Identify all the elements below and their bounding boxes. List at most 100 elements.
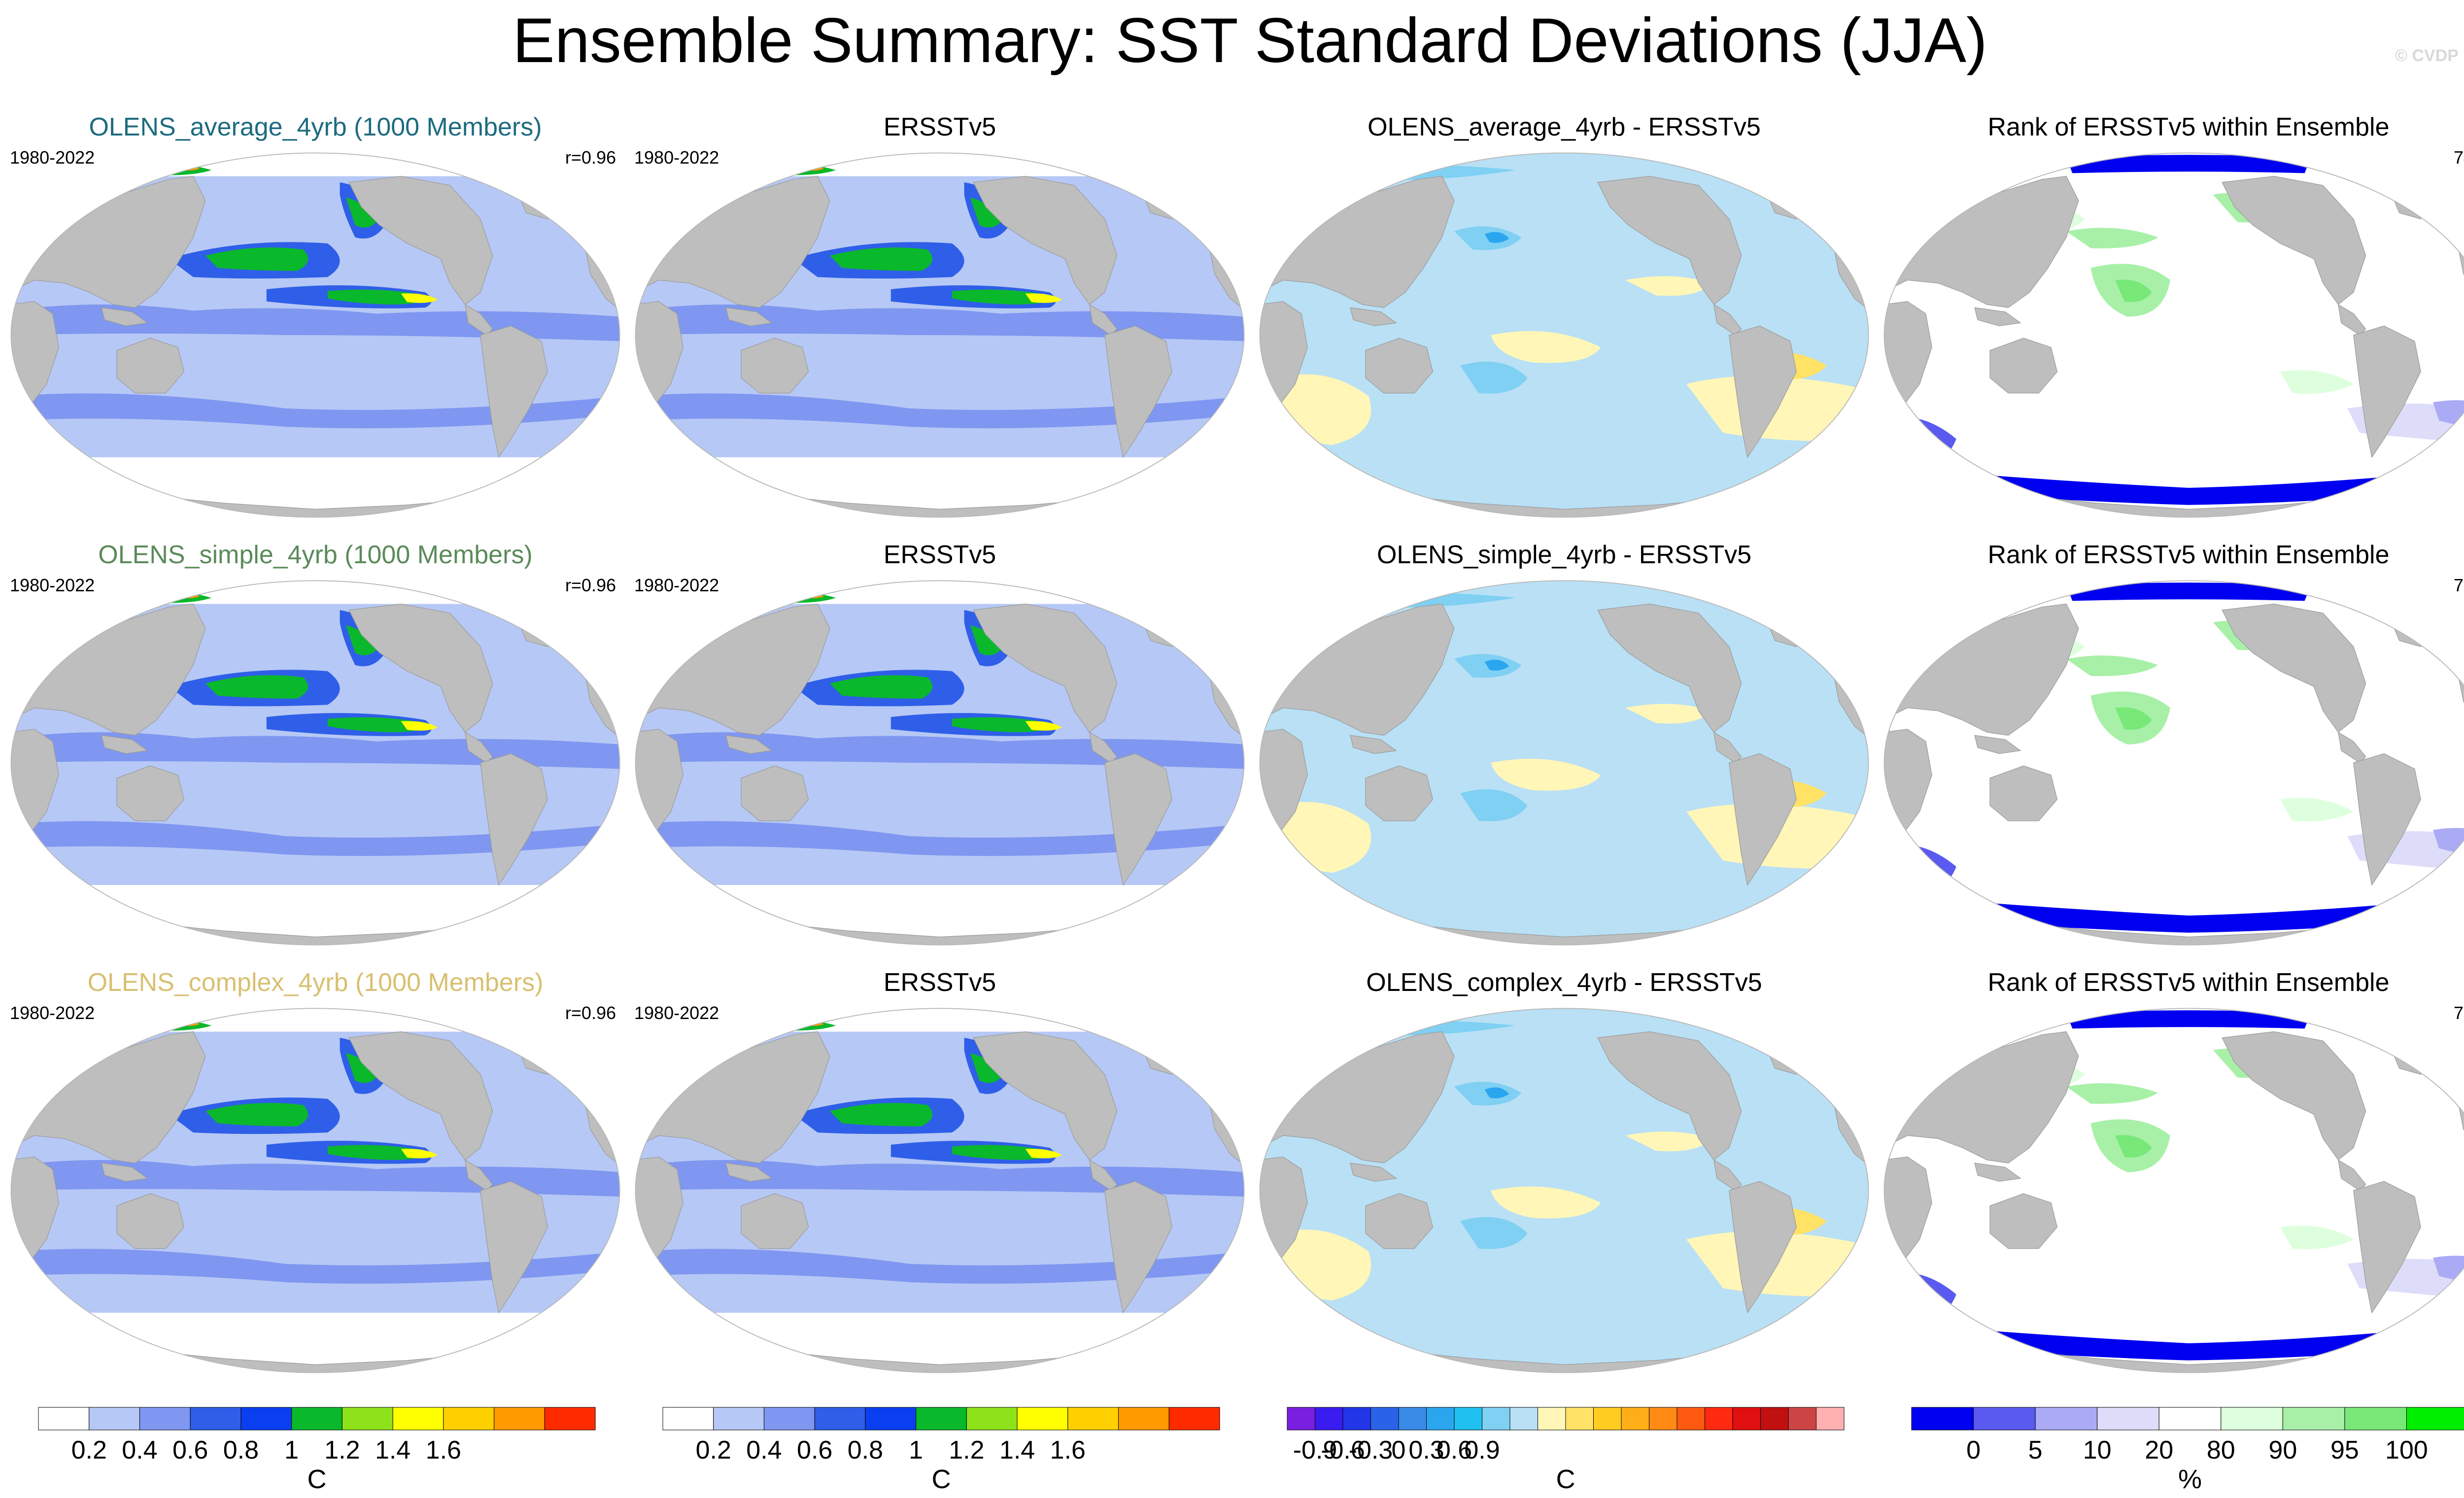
colorbar-swatch xyxy=(966,1407,1018,1430)
rank-percent: 76% xyxy=(2453,1003,2464,1023)
colorbar-swatch xyxy=(1398,1407,1427,1430)
colorbar-tick-label: 1.2 xyxy=(324,1436,360,1464)
colorbar-tick-label: 0.4 xyxy=(122,1436,157,1464)
difference-panel-title: OLENS_complex_4yrb - ERSSTv5 xyxy=(1366,968,1762,997)
colorbar-swatch xyxy=(1788,1407,1816,1430)
colorbar-swatch xyxy=(1677,1407,1705,1430)
colorbar-tick-label: 1 xyxy=(909,1436,923,1464)
pattern-correlation: r=0.96 xyxy=(565,147,616,168)
colorbar-swatch xyxy=(1342,1407,1371,1430)
rank-percent: 74% xyxy=(2453,147,2464,168)
colorbar-swatch xyxy=(2158,1407,2222,1430)
colorbar-swatch xyxy=(1593,1407,1622,1430)
colorbar-swatch xyxy=(139,1407,191,1430)
stddev-obs-colorbar: 0.2 0.4 0.6 0.8 1 1.2 1.4 1.6 C xyxy=(662,1407,1220,1494)
stddev-model-colorbar: 0.2 0.4 0.6 0.8 1 1.2 1.4 1.6 C xyxy=(38,1407,596,1494)
colorbar-tick-label: 0.2 xyxy=(696,1436,731,1464)
colorbar-swatch xyxy=(1538,1407,1566,1430)
colorbar-tick-label: 0.8 xyxy=(223,1436,259,1464)
obs-panel-title: ERSSTv5 xyxy=(883,968,996,997)
colorbar-tick-label: 10 xyxy=(2083,1436,2112,1464)
colorbar-tick-label: 1.6 xyxy=(1050,1436,1086,1464)
difference-panel-title: OLENS_simple_4yrb - ERSSTv5 xyxy=(1376,541,1752,569)
period-label: 1980-2022 xyxy=(10,575,95,595)
colorbar-swatch xyxy=(662,1407,714,1430)
colorbar-swatch xyxy=(342,1407,393,1430)
colorbar-tick-label: 0 xyxy=(1392,1436,1406,1464)
colorbar-swatch xyxy=(1370,1407,1399,1430)
colorbar-swatch xyxy=(544,1407,596,1430)
colorbar-swatch xyxy=(1705,1407,1733,1430)
colorbar-tick-label: 0.4 xyxy=(746,1436,782,1464)
colorbar-unit-label: C xyxy=(308,1464,327,1494)
colorbar-swatch xyxy=(1168,1407,1220,1430)
figure-title: Ensemble Summary: SST Standard Deviation… xyxy=(513,5,1987,76)
colorbar-swatch xyxy=(1315,1407,1343,1430)
rank-map xyxy=(1883,580,2464,946)
rank-panel-title: Rank of ERSSTv5 within Ensemble xyxy=(1987,968,2390,997)
difference-panel-title: OLENS_average_4yrb - ERSSTv5 xyxy=(1368,113,1761,141)
colorbar-tick-label: -0.9 xyxy=(1293,1436,1337,1464)
colorbar-swatch xyxy=(763,1407,815,1430)
rank-panel-title: Rank of ERSSTv5 within Ensemble xyxy=(1987,541,2390,569)
colorbar-unit-label: C xyxy=(932,1464,951,1494)
rank-map xyxy=(1883,1008,2464,1373)
model-panel-title: OLENS_average_4yrb (1000 Members) xyxy=(89,113,542,141)
colorbar-tick-label: 1.2 xyxy=(949,1436,984,1464)
colorbar-swatch xyxy=(1509,1407,1538,1430)
cvdp-credit: © CVDP xyxy=(2395,46,2459,65)
period-label: 1980-2022 xyxy=(634,575,719,595)
colorbar-swatch xyxy=(240,1407,292,1430)
colorbar-unit-label: C xyxy=(1556,1464,1575,1494)
colorbar-swatch xyxy=(392,1407,444,1430)
rank-map xyxy=(1883,152,2464,518)
colorbar-swatch xyxy=(713,1407,764,1430)
colorbar-swatch xyxy=(1067,1407,1119,1430)
model-stddev-map xyxy=(10,152,620,518)
period-label: 1980-2022 xyxy=(634,1003,719,1023)
colorbar-tick-label: 0 xyxy=(1966,1436,1981,1464)
colorbar-swatch xyxy=(2221,1407,2283,1430)
colorbar-tick-label: 90 xyxy=(2268,1436,2297,1464)
colorbar-swatch xyxy=(190,1407,241,1430)
colorbar-swatch xyxy=(1565,1407,1594,1430)
colorbar-swatch xyxy=(1816,1407,1845,1430)
model-stddev-map xyxy=(10,1008,620,1373)
colorbar-tick-label: 0.6 xyxy=(797,1436,832,1464)
difference-map xyxy=(1259,1008,1869,1373)
period-label: 1980-2022 xyxy=(634,147,719,168)
pattern-correlation: r=0.96 xyxy=(565,1003,616,1023)
colorbar-swatch xyxy=(1482,1407,1510,1430)
colorbar-swatch xyxy=(865,1407,917,1430)
colorbar-swatch xyxy=(38,1407,90,1430)
difference-colorbar: -0.9-0.6-0.30 0.30.60.9 C xyxy=(1287,1407,1845,1494)
colorbar-tick-label: -0.3 xyxy=(1349,1436,1393,1464)
model-panel-title: OLENS_complex_4yrb (1000 Members) xyxy=(87,968,544,997)
colorbar-swatch xyxy=(1621,1407,1649,1430)
colorbar-tick-label: 5 xyxy=(2028,1436,2043,1464)
colorbar-swatch xyxy=(916,1407,967,1430)
colorbar-tick-label: 0.9 xyxy=(1464,1436,1500,1464)
difference-map xyxy=(1259,580,1869,946)
colorbar-swatch xyxy=(1973,1407,2036,1430)
obs-stddev-map xyxy=(635,1008,1245,1373)
colorbar-swatch xyxy=(494,1407,545,1430)
rank-colorbar: 0 5 10 20 80 90 95 100% xyxy=(1911,1407,2464,1494)
colorbar-swatch xyxy=(2097,1407,2159,1430)
period-label: 1980-2022 xyxy=(10,147,95,168)
colorbar-tick-label: -0.6 xyxy=(1321,1436,1365,1464)
difference-map xyxy=(1259,152,1869,518)
colorbar-swatch xyxy=(1760,1407,1789,1430)
colorbar-tick-label: 1.4 xyxy=(375,1436,411,1464)
rank-panel-title: Rank of ERSSTv5 within Ensemble xyxy=(1987,113,2390,141)
rank-percent: 72% xyxy=(2453,575,2464,595)
colorbar-tick-label: 1.6 xyxy=(426,1436,461,1464)
colorbar-tick-label: 100 xyxy=(2385,1436,2428,1464)
pattern-correlation: r=0.96 xyxy=(565,575,616,595)
colorbar-swatch xyxy=(89,1407,140,1430)
colorbar-swatch xyxy=(814,1407,866,1430)
colorbar-tick-label: 80 xyxy=(2207,1436,2235,1464)
colorbar-swatch xyxy=(2406,1407,2464,1430)
colorbar-swatch xyxy=(1454,1407,1482,1430)
colorbar-swatch xyxy=(1649,1407,1677,1430)
